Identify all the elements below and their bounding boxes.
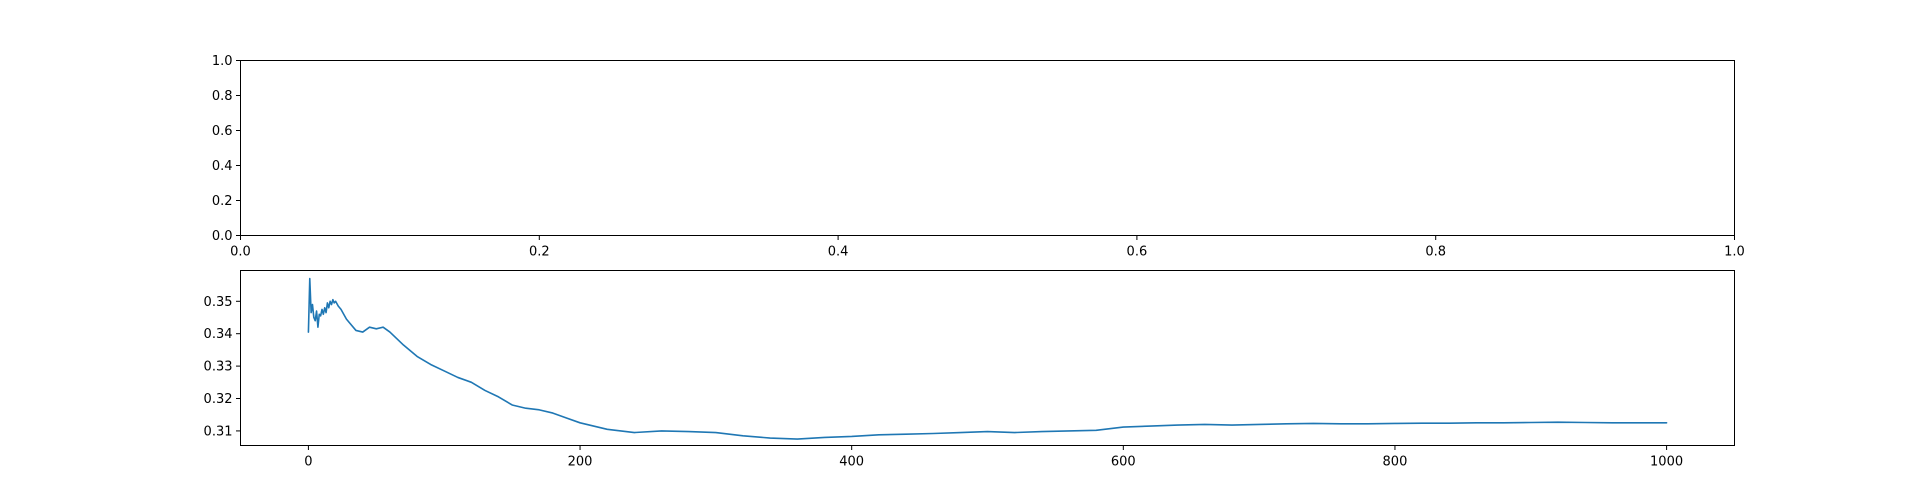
top-x-tick-label: 0.8 xyxy=(1425,245,1446,260)
top-y-ticks: 0.0 0.2 0.4 0.6 0.8 1.0 xyxy=(212,54,241,244)
bottom-x-tick-label: 800 xyxy=(1383,455,1408,470)
bottom-y-tick-label: 0.33 xyxy=(204,360,233,375)
top-y-tick-label: 0.6 xyxy=(212,124,233,139)
series-line xyxy=(307,277,1668,440)
top-x-tick-label: 0.2 xyxy=(529,245,550,260)
bottom-x-tick-label: 0 xyxy=(304,455,312,470)
top-y-tick-label: 1.0 xyxy=(212,54,233,69)
top-axes-frame xyxy=(240,60,1735,236)
top-y-tick-label: 0.0 xyxy=(212,229,233,244)
top-y-tick-label: 0.8 xyxy=(212,89,233,104)
top-axes: 0.0 0.2 0.4 0.6 0.8 1.0 0.0 0.2 0.4 0.6 0.8 1.0 xyxy=(212,54,1745,260)
top-x-ticks: 0.0 0.2 0.4 0.6 0.8 1.0 xyxy=(230,235,1745,260)
top-x-tick-label: 0.0 xyxy=(230,245,251,260)
bottom-y-tick-label: 0.32 xyxy=(204,392,233,407)
top-y-tick-label: 0.2 xyxy=(212,194,233,209)
bottom-axes-frame xyxy=(240,270,1735,446)
bottom-y-tick-label: 0.31 xyxy=(204,424,233,439)
top-y-tick-label: 0.4 xyxy=(212,159,233,174)
bottom-axes: 0 200 400 600 800 1000 0.31 0.32 0.33 0.34 0.35 xyxy=(204,270,1735,470)
top-x-tick-label: 0.4 xyxy=(828,245,849,260)
bottom-x-ticks: 0 200 400 600 800 1000 xyxy=(304,445,1683,470)
bottom-x-tick-label: 400 xyxy=(839,455,864,470)
bottom-y-tick-label: 0.35 xyxy=(204,295,233,310)
bottom-y-tick-label: 0.34 xyxy=(204,327,233,342)
bottom-x-tick-label: 600 xyxy=(1111,455,1136,470)
bottom-y-ticks: 0.31 0.32 0.33 0.34 0.35 xyxy=(204,295,241,439)
top-x-tick-label: 1.0 xyxy=(1724,245,1745,260)
bottom-x-tick-label: 200 xyxy=(568,455,593,470)
bottom-x-tick-label: 1000 xyxy=(1650,455,1683,470)
bottom-series-group xyxy=(307,277,1668,440)
top-x-tick-label: 0.6 xyxy=(1127,245,1148,260)
